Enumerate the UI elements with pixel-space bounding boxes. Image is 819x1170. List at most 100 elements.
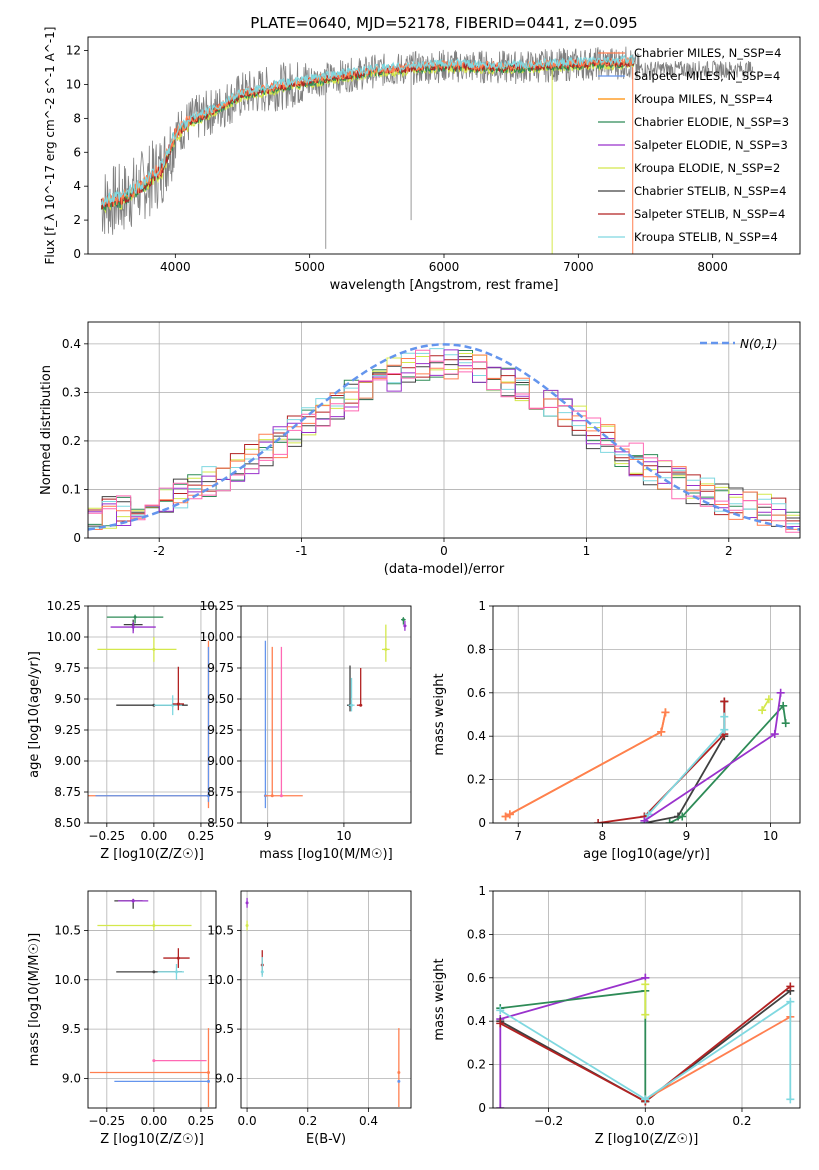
y-tick-label: 9.00 — [54, 754, 81, 768]
plot-frame — [492, 890, 801, 1109]
x-tick-label: 5000 — [294, 260, 325, 274]
y-tick-label: 9.75 — [207, 661, 234, 675]
residual-legend: N(0,1) — [700, 337, 777, 351]
y-tick-label: 0.4 — [62, 337, 81, 351]
y-axis-label: mass [log10(M/M☉)] — [27, 933, 42, 1066]
y-tick-label: 0 — [73, 531, 81, 545]
x-axis-label: mass [log10(M/M☉)] — [259, 847, 392, 862]
plus-marker — [786, 1095, 795, 1104]
data-point — [152, 647, 156, 651]
y-tick-label: 0 — [478, 1101, 486, 1115]
plus-marker — [496, 1104, 505, 1108]
data-point — [152, 1059, 156, 1063]
residuals-panel: -2 -1 0 1 2 0 0.1 0.2 0.3 0.4 (data-model)/error No… — [39, 321, 801, 577]
plus-marker — [665, 819, 674, 823]
weight-series-line — [499, 1000, 792, 1101]
histogram-step-line — [88, 349, 800, 538]
x-tick-label: 0.0 — [636, 1114, 655, 1128]
y-tick-label: 8.50 — [207, 816, 234, 830]
plus-marker — [720, 725, 729, 734]
y-tick-label: 0.2 — [467, 1058, 486, 1072]
y-tick-label: 10.0 — [54, 973, 81, 987]
y-tick-label: 9.50 — [207, 692, 234, 706]
x-tick-label: -2 — [153, 544, 165, 558]
data-point — [245, 924, 249, 928]
plus-marker — [496, 1006, 505, 1015]
y-tick-label: 9.0 — [62, 1071, 81, 1085]
x-tick-label: 0.25 — [188, 829, 215, 843]
y-tick-label: 9.5 — [62, 1022, 81, 1036]
legend-label: Salpeter STELIB, N_SSP=4 — [634, 207, 785, 221]
y-tick-label: 0.4 — [467, 1014, 486, 1028]
plus-marker — [501, 812, 510, 821]
plus-marker — [758, 706, 767, 715]
plot-frame — [492, 605, 801, 824]
data-point — [359, 703, 363, 707]
x-tick-label: 0 — [440, 544, 448, 558]
y-tick-label: 0.6 — [467, 971, 486, 985]
x-tick-label: 9 — [264, 829, 272, 843]
legend-label: Kroupa ELODIE, N_SSP=2 — [634, 161, 780, 175]
grid-lines — [493, 605, 800, 824]
y-tick-label: 1 — [478, 884, 486, 898]
spectrum-lines — [100, 46, 754, 254]
plus-marker — [661, 708, 670, 717]
plus-marker — [720, 697, 729, 706]
legend-label: Chabrier ELODIE, N_SSP=3 — [634, 115, 789, 129]
plus-marker — [678, 812, 687, 821]
y-tick-label: 0.3 — [62, 385, 81, 399]
y-tick-label: 0 — [478, 816, 486, 830]
x-axis-label: wavelength [Angstrom, rest frame] — [330, 278, 559, 293]
plus-marker — [786, 997, 795, 1006]
legend-label: Kroupa STELIB, N_SSP=4 — [634, 230, 778, 244]
y-axis-label: Normed distribution — [39, 365, 54, 495]
plus-marker — [594, 819, 603, 823]
y-tick-label: 12 — [66, 44, 81, 58]
data-point — [152, 970, 156, 974]
y-tick-label: 0.6 — [467, 686, 486, 700]
plus-marker — [786, 982, 795, 991]
y-tick-label: 10.0 — [207, 973, 234, 987]
normal-curve — [88, 343, 800, 531]
x-tick-label: 0.25 — [188, 1114, 215, 1128]
y-tick-label: 10.5 — [54, 923, 81, 937]
y-tick-label: 6 — [73, 145, 81, 159]
x-tick-label: 6000 — [429, 260, 460, 274]
errorbar-points — [245, 897, 401, 1108]
mass_vs_Z-panel: −0.25 0.00 0.25 9.0 9.5 10.0 10.5 Z [log10(Z/Z☉… — [27, 890, 217, 1147]
x-axis-label: age [log10(age/yr)] — [583, 847, 710, 862]
data-point — [131, 625, 135, 629]
weight-series-line — [505, 712, 667, 818]
plot-frame — [87, 890, 217, 1109]
x-tick-label: 0.2 — [298, 1114, 317, 1128]
plus-marker — [781, 719, 790, 728]
histograms — [88, 343, 800, 538]
plots-layer: 4000 5000 6000 7000 8000024681012wavelength … — [27, 27, 801, 1147]
plus-marker — [641, 1010, 650, 1019]
legend-label: N(0,1) — [740, 337, 777, 351]
data-point — [206, 794, 210, 798]
x-tick-label: 8 — [599, 829, 607, 843]
data-point — [245, 901, 249, 905]
plus-marker — [641, 1095, 650, 1104]
y-axis-label: age [log10(age/yr)] — [27, 651, 42, 778]
errorbar-points — [88, 614, 210, 809]
plus-marker — [720, 712, 729, 721]
data-point — [176, 956, 180, 960]
plot-frame — [240, 890, 412, 1109]
weight-series-line — [644, 1016, 791, 1101]
data-point — [176, 702, 180, 706]
data-point — [270, 794, 274, 798]
data-point — [206, 1079, 210, 1083]
y-tick-label: 0.4 — [467, 729, 486, 743]
grid-lines — [241, 891, 411, 1108]
age_vs_Z-panel: −0.25 0.00 0.25 8.50 8.75 9.00 9.25 9.50 9.75 10.… — [27, 599, 217, 862]
plus-marker — [776, 688, 785, 697]
errorbar-points — [263, 617, 407, 809]
y-axis-label: mass weight — [432, 673, 447, 755]
plus-marker — [496, 1019, 505, 1028]
y-tick-label: 8.75 — [207, 785, 234, 799]
y-tick-label: 10.00 — [200, 630, 234, 644]
y-tick-label: 2 — [73, 213, 81, 227]
grid-lines — [88, 605, 216, 824]
